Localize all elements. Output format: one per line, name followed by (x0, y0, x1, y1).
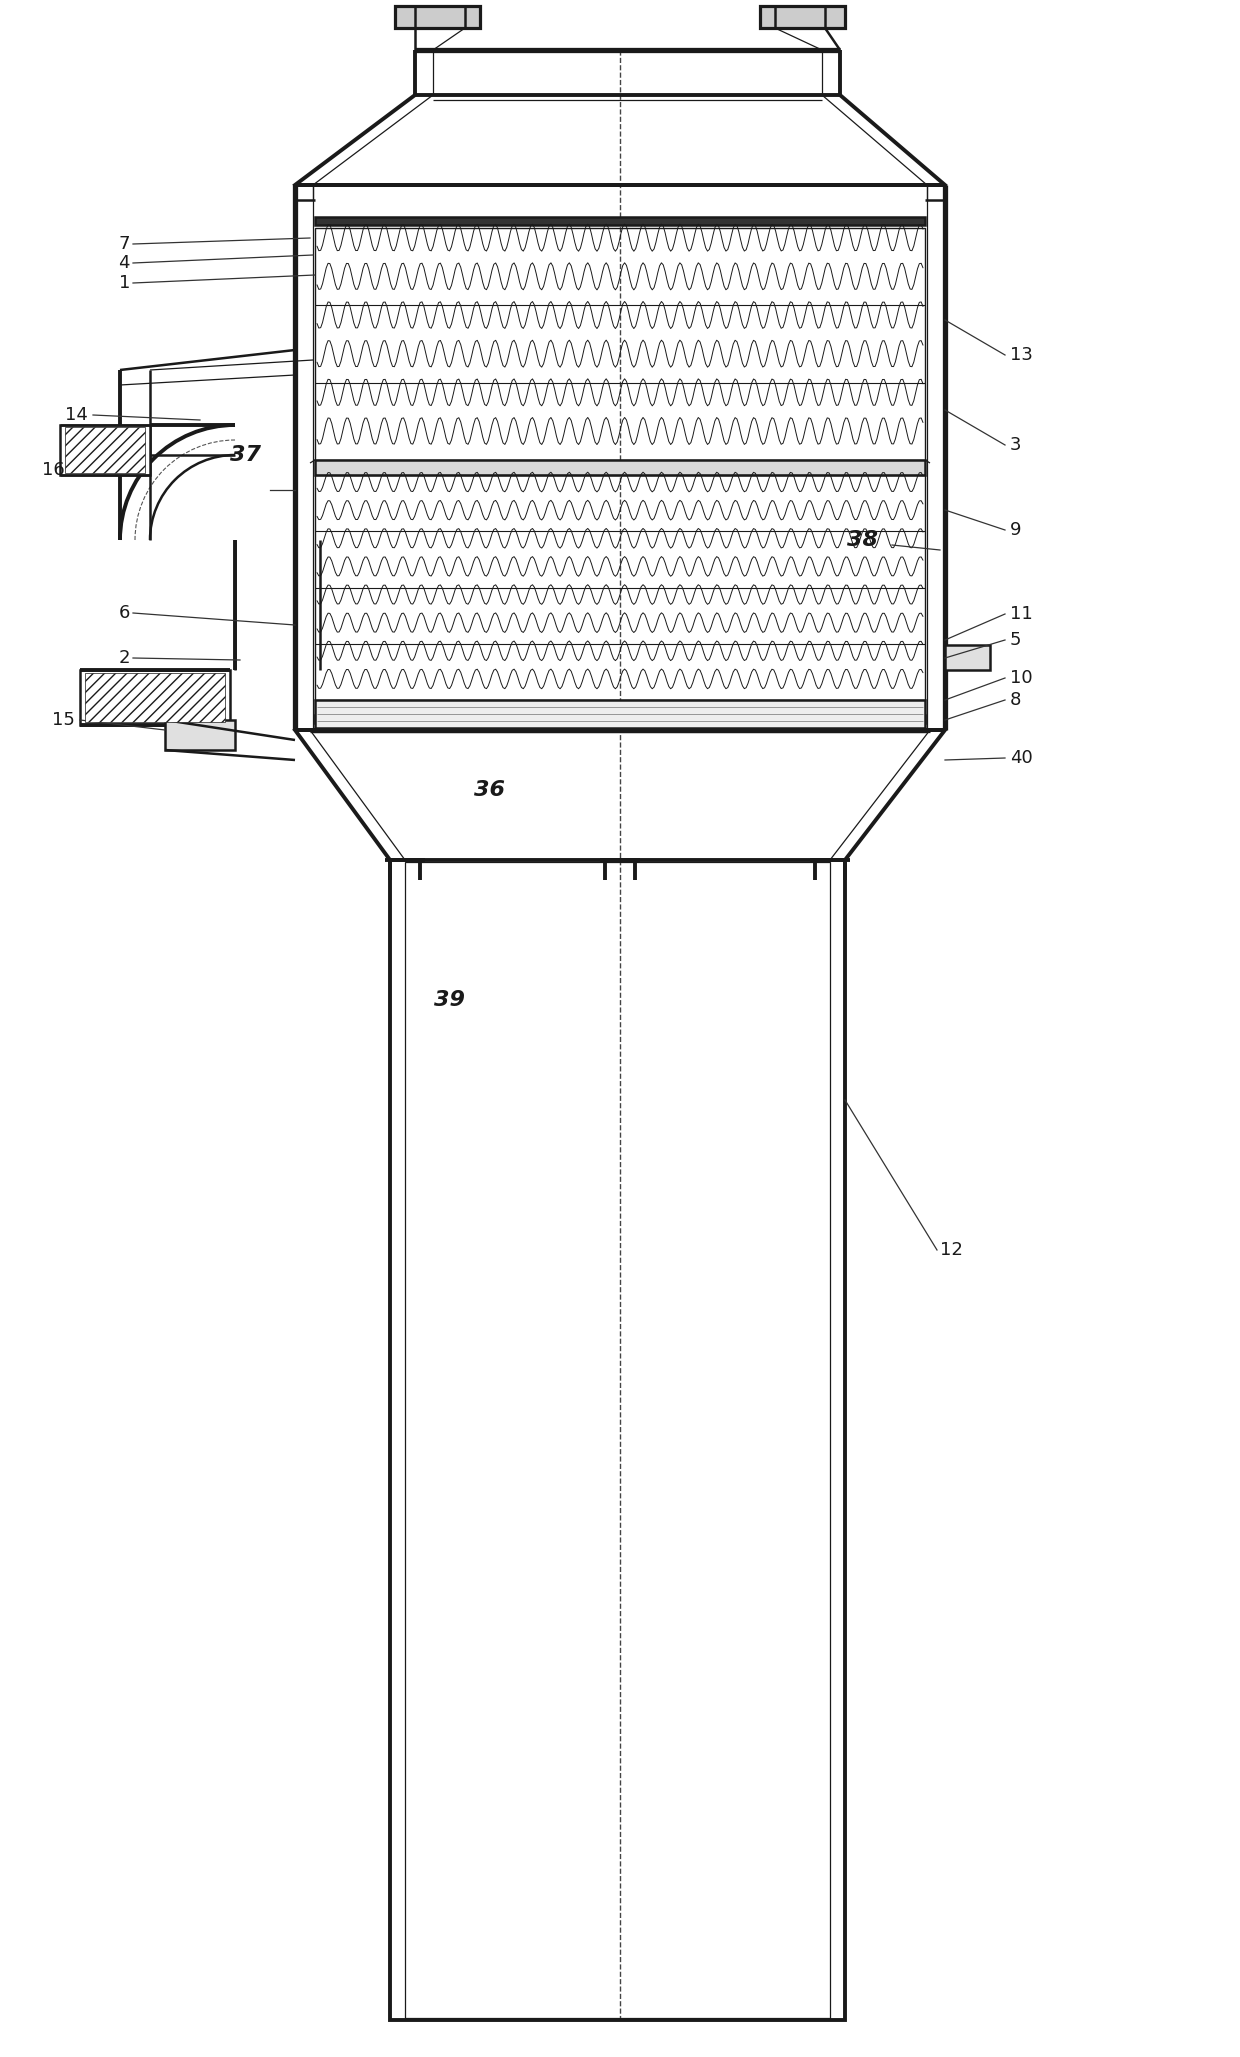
Text: 9: 9 (1011, 520, 1022, 539)
Text: 8: 8 (1011, 691, 1022, 710)
Bar (396, 6, 480, 29)
Bar (315, 699, 925, 728)
Text: 7: 7 (119, 234, 130, 253)
Text: 5: 5 (1011, 631, 1022, 650)
Text: 12: 12 (940, 1240, 963, 1259)
Bar (60, 426, 150, 475)
Text: 2: 2 (119, 650, 130, 666)
Bar (945, 646, 990, 671)
Text: 11: 11 (1011, 605, 1033, 623)
Bar (315, 716, 925, 722)
Text: 4: 4 (119, 253, 130, 272)
Bar (165, 720, 236, 751)
Bar (391, 860, 844, 2020)
Bar (315, 461, 925, 475)
Text: 39: 39 (434, 989, 465, 1010)
Bar (760, 6, 844, 29)
Text: 37: 37 (231, 444, 262, 465)
Text: 3: 3 (1011, 436, 1022, 455)
Bar (81, 671, 229, 724)
Text: 6: 6 (119, 605, 130, 621)
Text: 16: 16 (42, 461, 64, 479)
Text: 13: 13 (1011, 346, 1033, 364)
Text: 10: 10 (1011, 669, 1033, 687)
Bar (405, 862, 830, 2018)
Text: 38: 38 (847, 531, 878, 549)
Text: 15: 15 (52, 712, 74, 728)
Text: 1: 1 (119, 274, 130, 292)
Bar (315, 475, 925, 699)
Bar (86, 673, 224, 722)
Bar (315, 228, 925, 461)
Bar (64, 428, 145, 473)
Text: 40: 40 (1011, 749, 1033, 767)
Text: 14: 14 (66, 405, 88, 424)
Bar (315, 216, 925, 224)
Text: 36: 36 (475, 780, 506, 800)
